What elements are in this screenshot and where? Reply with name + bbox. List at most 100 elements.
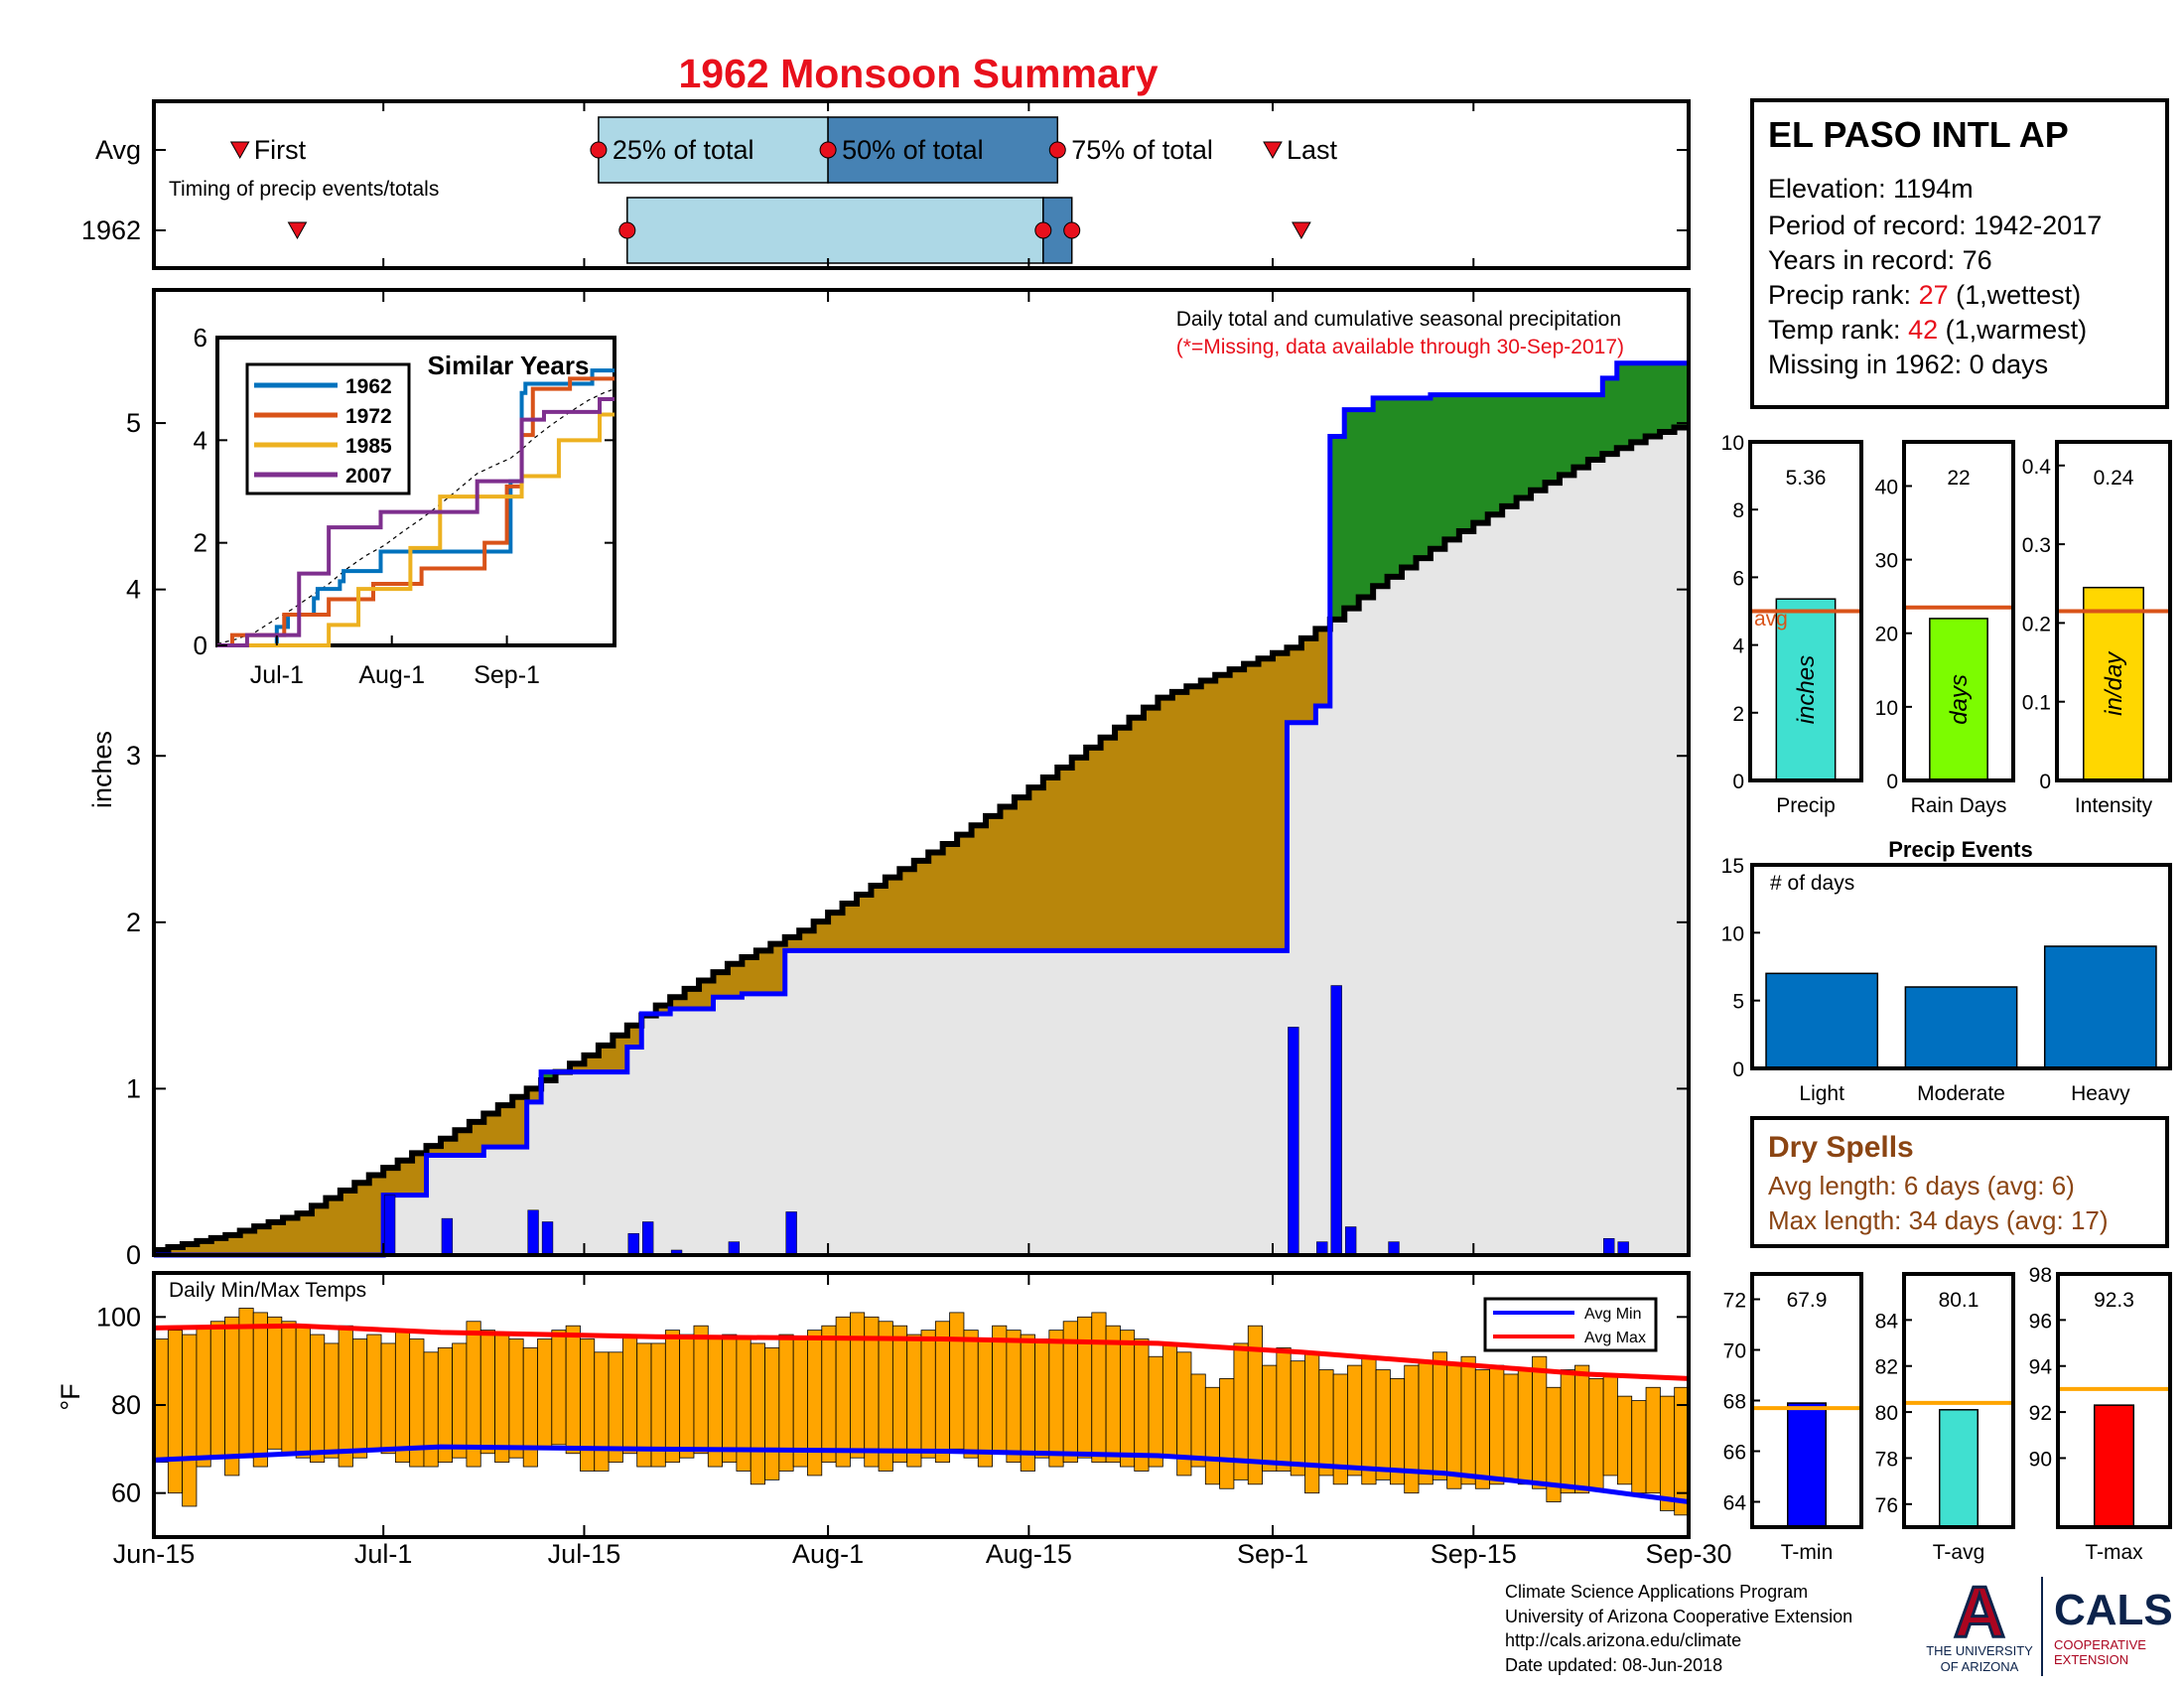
temp-range-bar	[1219, 1378, 1235, 1489]
stat-value-bar	[1929, 618, 1988, 781]
y-tick-label: 90	[2029, 1448, 2052, 1471]
timing-caption: Timing of precip events/totals	[169, 178, 439, 201]
temp-range-bar	[182, 1334, 198, 1507]
temp-range-bar	[394, 1330, 411, 1464]
inset-series-line	[217, 376, 614, 647]
x-tick-label: Sep-30	[1645, 1539, 1731, 1569]
quantile-marker	[819, 141, 837, 159]
dry-spells-box: Dry Spells Avg length: 6 days (avg: 6) M…	[1750, 1116, 2169, 1248]
daily-precip-bar	[441, 1217, 454, 1256]
y-tick-label: 92	[2029, 1402, 2052, 1425]
y-tick-label: 72	[1723, 1290, 1746, 1313]
main-note: Daily total and cumulative seasonal prec…	[1176, 308, 1621, 331]
temp-range-bar	[153, 1338, 169, 1464]
y-tick-label: 0.3	[2022, 534, 2051, 557]
y-tick-label: 10	[1875, 697, 1898, 720]
y-tick-label: 82	[1875, 1356, 1898, 1379]
dry-spells-max: Max length: 34 days (avg: 17)	[1768, 1205, 2109, 1235]
temp-range-bar	[1034, 1338, 1050, 1459]
legend-label: 1972	[345, 405, 392, 428]
y-tick-label: 0	[1732, 771, 1744, 793]
footer-credits: Climate Science Applications Program Uni…	[1505, 1582, 1852, 1675]
stat-unit-label: days	[1946, 674, 1973, 725]
y-tick-label: 0.1	[2022, 692, 2051, 715]
temp-range-bar	[1517, 1369, 1533, 1485]
event-category-label: Moderate	[1917, 1082, 2005, 1105]
temp-range-bar	[1560, 1369, 1575, 1494]
temp-range-bar	[1617, 1395, 1633, 1485]
y-tick-label: 8	[1732, 499, 1744, 522]
y-tick-label: 20	[1875, 624, 1898, 646]
y-tick-label: 0	[2039, 771, 2051, 793]
cals-logo-sub: EXTENSION	[2054, 1652, 2128, 1667]
daily-precip-bar	[1330, 985, 1342, 1256]
temp-panel-frame	[2056, 1272, 2172, 1529]
temp-range-bar	[1347, 1364, 1363, 1477]
temp-value-label: 92.3	[2094, 1289, 2134, 1312]
temp-range-bar	[1361, 1355, 1377, 1485]
y-tick-label: 4	[1732, 635, 1744, 658]
stat-value-label: 22	[1947, 467, 1970, 490]
stat-value-bar	[1775, 598, 1837, 781]
temp-range-bar	[580, 1338, 596, 1472]
y-tick-label: 0.2	[2022, 613, 2051, 635]
cals-logo-text: CALS	[2054, 1586, 2173, 1634]
x-tick-label: Jun-15	[113, 1539, 196, 1569]
temp-panel-frame	[1902, 1272, 2015, 1529]
y-tick-label: 6	[1732, 567, 1744, 590]
x-tick-label: Jul-1	[250, 661, 304, 689]
temp-range-bar	[1418, 1360, 1433, 1485]
figure-title: 1962 Monsoon Summary	[678, 51, 1158, 96]
inset-title: Similar Years	[428, 351, 590, 380]
temp-range-bar	[664, 1330, 681, 1464]
x-tick-label: Aug-1	[358, 661, 425, 689]
temp-value-bar	[2093, 1404, 2135, 1528]
temp-range-bar	[891, 1325, 908, 1464]
temp-range-bar	[1204, 1386, 1221, 1485]
temps-legend-box	[1483, 1297, 1658, 1352]
y-tick-label: 100	[96, 1302, 141, 1332]
temp-range-bar	[1304, 1351, 1320, 1494]
daily-precip-bar	[1603, 1237, 1615, 1256]
temp-value-bar	[1787, 1402, 1827, 1528]
event-bar	[2043, 945, 2157, 1069]
temp-range-bar	[479, 1330, 495, 1455]
station-years: Years in record: 76	[1768, 245, 1992, 275]
y-tick-label: 96	[2029, 1310, 2052, 1333]
surplus-area	[541, 362, 1690, 1081]
quantile-marker	[1048, 141, 1066, 159]
inset-series-line	[217, 412, 614, 647]
y-tick-label: 66	[1723, 1442, 1746, 1465]
avg-max-line	[153, 1323, 1690, 1381]
y-tick-label: 60	[111, 1478, 141, 1508]
y-tick-label: 6	[194, 323, 207, 352]
temp-range-bar	[380, 1342, 396, 1455]
temp-range-bar	[1120, 1330, 1136, 1468]
timing-row-label: Avg	[95, 135, 141, 165]
temp-range-bar	[238, 1308, 254, 1459]
daily-precip-bar	[627, 1232, 639, 1256]
daily-precip-bar	[728, 1241, 741, 1256]
station-elevation: Elevation: 1194m	[1768, 174, 1974, 204]
similar-years-inset: 0 2 4 6 Jul-1 Aug-1 Sep-1 Similar Years 1962 1972…	[194, 323, 616, 689]
legend-label: 2007	[345, 465, 392, 488]
timing-row-label: 1962	[81, 215, 141, 245]
temp-value-label: 80.1	[1939, 1289, 1979, 1312]
precip-events-title: Precip Events	[1888, 837, 2033, 862]
temp-range-bar	[281, 1321, 297, 1455]
stat-panel-frame	[1902, 440, 2015, 782]
y-tick-label: 2	[1732, 703, 1744, 726]
event-category-label: Heavy	[2071, 1082, 2130, 1105]
temp-range-bar	[750, 1342, 765, 1485]
first-last-marker	[1292, 221, 1311, 240]
temp-range-bar	[764, 1346, 780, 1480]
temp-range-bar	[1006, 1330, 1022, 1464]
season-stat-panels: 0 2 4 6 8 10 5.36 Precip inches 0 10 20 30 40 22 Rain D…	[1721, 432, 2172, 817]
y-tick-label: 1	[126, 1073, 141, 1103]
timing-panel: First 25% of total 50% of total 75% of tota…	[81, 99, 1691, 270]
temp-range-bar	[934, 1321, 951, 1464]
temp-range-bar	[494, 1334, 510, 1464]
quantile-marker	[590, 141, 608, 159]
station-info-box: EL PASO INTL AP Elevation: 1194m Period …	[1750, 98, 2169, 409]
